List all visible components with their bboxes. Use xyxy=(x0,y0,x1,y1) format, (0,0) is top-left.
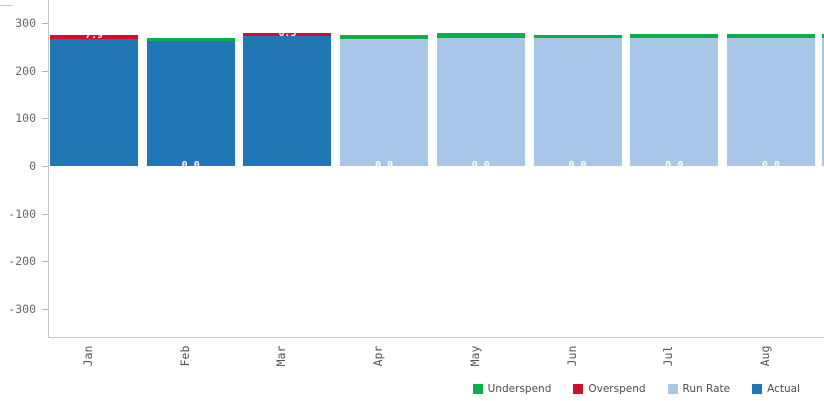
bar-apr[interactable]: 0.0 xyxy=(340,35,429,166)
bar-apr-run_rate-segment[interactable] xyxy=(340,39,429,166)
top-left-edge-line xyxy=(0,5,13,6)
y-tick--300 xyxy=(42,309,48,310)
y-tick-300 xyxy=(42,23,48,24)
y-tick-label--300: -300 xyxy=(8,302,36,316)
x-axis-label-may: May xyxy=(467,345,482,367)
x-axis-label-apr: Apr xyxy=(371,345,386,367)
y-tick-0 xyxy=(42,166,48,167)
y-tick--100 xyxy=(42,213,48,215)
bar-jul-underspend-segment[interactable] xyxy=(630,33,719,38)
bar-aug-value-label-bottom: 0.0 xyxy=(761,159,780,166)
legend-item-overspend: Overspend xyxy=(573,383,646,395)
bar-aug-underspend-segment[interactable] xyxy=(726,34,815,38)
bar-jan[interactable]: 7.9 xyxy=(50,35,138,166)
x-axis-label-aug: Aug xyxy=(757,345,772,367)
y-tick-label--200: -200 xyxy=(8,254,36,269)
legend-label-run_rate: Run Rate xyxy=(682,383,731,395)
y-tick-100 xyxy=(42,118,48,120)
bar-aug-run_rate-segment[interactable] xyxy=(726,37,815,166)
bar-next-clipped-run_rate-segment[interactable] xyxy=(822,37,824,166)
legend-item-underspend: Underspend xyxy=(472,383,552,395)
bar-jan-value-label-top: 7.9 xyxy=(84,35,104,42)
y-tick-label-100: 100 xyxy=(15,111,36,126)
x-axis-line xyxy=(48,337,824,338)
bar-apr-underspend-segment[interactable] xyxy=(340,35,429,40)
legend-label-actual: Actual xyxy=(767,383,800,395)
bar-may-value-label-bottom: 0.0 xyxy=(471,159,490,166)
legend-swatch-underspend xyxy=(472,384,483,394)
bar-may-run_rate-segment[interactable] xyxy=(436,37,525,166)
bar-jun-value-label-bottom: 0.0 xyxy=(568,159,587,166)
bar-jun-underspend-segment[interactable] xyxy=(533,35,622,39)
x-axis-label-jan: Jan xyxy=(81,345,95,367)
x-axis-label-mar: Mar xyxy=(274,345,289,367)
bar-jun-run_rate-segment[interactable] xyxy=(533,38,622,166)
legend-swatch-run_rate xyxy=(667,384,678,394)
bar-feb-underspend-segment[interactable] xyxy=(146,37,235,41)
legend-label-overspend: Overspend xyxy=(588,383,646,395)
bar-jul-run_rate-segment[interactable] xyxy=(630,37,719,166)
y-tick-label-0: 0 xyxy=(29,159,36,173)
bar-mar-actual-segment[interactable] xyxy=(243,36,332,166)
bar-apr-value-label-bottom: 0.0 xyxy=(375,159,394,166)
bar-mar-value-label-top: 6.5 xyxy=(278,33,297,40)
y-tick-label-200: 200 xyxy=(15,63,36,78)
bar-feb-value-label-bottom: 0.0 xyxy=(181,159,200,166)
y-tick-200 xyxy=(42,70,48,72)
bar-next-clipped-underspend-segment[interactable] xyxy=(822,34,824,38)
bar-may[interactable]: 0.0 xyxy=(436,33,525,166)
legend-swatch-overspend xyxy=(573,384,584,394)
y-tick-label-300: 300 xyxy=(15,16,36,30)
bar-jul-value-label-bottom: 0.0 xyxy=(665,159,684,166)
bar-jan-overspend-segment[interactable] xyxy=(50,35,138,40)
y-tick--200 xyxy=(42,261,48,263)
bar-jan-actual-segment[interactable] xyxy=(50,39,138,166)
legend-label-underspend: Underspend xyxy=(487,383,552,395)
bar-feb-actual-segment[interactable] xyxy=(146,40,235,166)
bar-mar[interactable]: 6.5 xyxy=(243,33,332,166)
bar-mar-overspend-segment[interactable] xyxy=(243,33,332,37)
y-tick-label--100: -100 xyxy=(8,206,36,221)
legend-item-run_rate: Run Rate xyxy=(667,383,731,395)
bar-jul[interactable]: 0.0 xyxy=(630,33,719,166)
bar-may-underspend-segment[interactable] xyxy=(436,33,525,38)
x-axis-label-jun: Jun xyxy=(564,345,579,367)
bar-aug[interactable]: 0.0 xyxy=(726,34,815,166)
legend-swatch-actual xyxy=(752,384,763,394)
legend-item-actual: Actual xyxy=(752,383,800,395)
legend: Underspend Overspend Run Rate Actual xyxy=(472,381,800,397)
bar-jun[interactable]: 0.0 xyxy=(533,35,622,166)
y-axis-line xyxy=(48,0,49,337)
bar-next-clipped[interactable] xyxy=(822,34,824,166)
bar-feb[interactable]: 0.0 xyxy=(146,37,235,166)
x-axis-label-feb: Feb xyxy=(177,345,192,367)
x-axis-label-jul: Jul xyxy=(661,345,676,367)
